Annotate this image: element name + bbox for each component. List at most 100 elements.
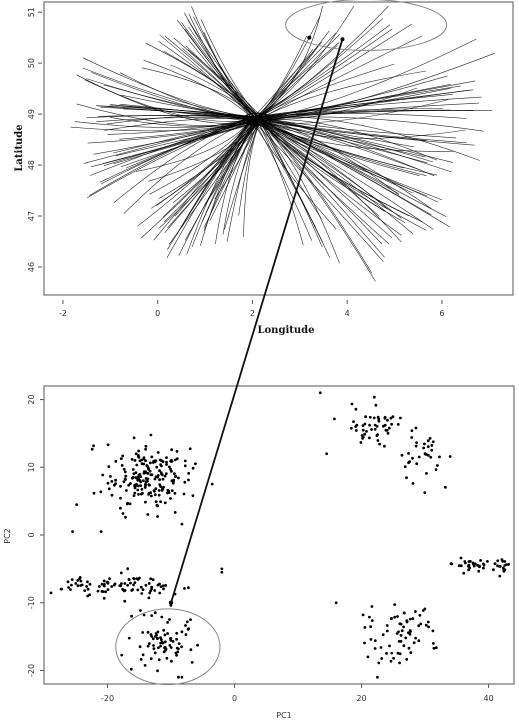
scatter-point [137,484,140,488]
scatter-point [479,559,482,562]
scatter-point [158,582,161,586]
scatter-point [49,591,53,595]
trajectory-line [257,30,330,119]
trajectory-line [137,116,256,227]
scatter-point [400,453,404,457]
scatter-point [137,449,141,453]
trajectory-line [167,119,260,229]
scatter-point [159,471,163,475]
scatter-point [129,581,132,585]
scatter-point [507,563,510,566]
scatter-point [400,629,404,633]
scatter-point [132,577,136,580]
y-tick-label: 47 [27,211,36,221]
trajectory-line [107,117,253,135]
y-tick-label: 51 [27,7,36,17]
trajectory-line [256,119,475,146]
scatter-point [164,584,168,587]
connector-line [170,38,344,603]
trajectory-line [209,119,258,221]
scatter-point [385,652,388,655]
scatter-point [414,610,417,613]
trajectory-line [153,117,253,241]
scatter-point [220,570,224,574]
scatter-point [431,642,435,645]
scatter-point [149,461,152,465]
scatter-point [99,530,103,534]
top-highlight-ellipse [285,0,448,51]
scatter-point [96,589,100,593]
scatter-point [187,586,190,590]
scatter-point [163,633,167,637]
scatter-point [436,464,439,467]
scatter-point [147,483,151,487]
scatter-point [156,669,160,673]
scatter-point [409,651,413,654]
scatter-point [119,457,123,460]
trajectory-line [188,13,253,119]
bottom-x-axis-ticks: -20 0 20 40 [101,684,494,703]
trajectory-line [83,117,257,164]
scatter-point [120,653,124,657]
x-tick-label: 0 [155,309,160,318]
hub-marker [242,112,272,126]
scatter-point [141,653,145,657]
scatter-point [107,465,111,468]
trajectory-line [252,117,414,148]
scatter-point [189,648,193,652]
trajectory-line [254,70,427,122]
scatter-point [504,563,508,567]
scatter-point [174,651,178,655]
scatter-point [169,646,173,649]
scatter-point [361,428,365,432]
trajectory-line [187,19,260,117]
scatter-point [459,564,463,568]
trajectory-line [162,116,258,218]
scatter-point [130,589,134,592]
scatter-point [365,430,368,433]
scatter-point [119,484,122,488]
scatter-point [189,618,192,621]
scatter-point [187,478,190,482]
trajectory-line [254,94,453,117]
scatter-point [398,652,402,656]
x-tick-label: 20 [356,694,366,703]
scatter-point [157,658,161,662]
trajectory-line [255,18,384,119]
scatter-point [131,475,135,479]
scatter-point [139,585,143,589]
scatter-point [106,481,110,485]
scatter-point [108,577,111,581]
scatter-point [106,581,110,584]
scatter-point [146,644,150,648]
scatter-point [381,633,385,637]
x-tick-label: 6 [439,309,444,318]
scatter-point [363,626,367,629]
y-tick-label: 46 [27,262,36,272]
scatter-point [140,592,144,595]
scatter-point [170,489,174,492]
scatter-point [120,582,123,585]
scatter-point [364,415,367,419]
scatter-point [428,437,432,440]
scatter-point [180,675,184,679]
scatter-point [383,415,387,419]
scatter-point [187,472,191,475]
scatter-point [173,511,177,514]
scatter-point [88,593,91,597]
scatter-point [430,444,434,447]
scatter-point [368,423,371,427]
scatter-point [168,618,171,621]
scatter-point [159,500,163,503]
scatter-point [388,644,391,648]
trajectory-line [193,16,259,119]
scatter-point [369,638,373,641]
scatter-point [164,472,168,475]
trajectory-line [260,119,467,144]
bottom-panel-pca: -20 0 20 40 -20 -10 0 10 20 PC1 PC2 [3,385,515,720]
scatter-point [409,630,412,633]
scatter-point [379,646,383,649]
scatter-point [383,423,387,427]
scatter-point [368,415,372,419]
scatter-point [366,655,370,659]
